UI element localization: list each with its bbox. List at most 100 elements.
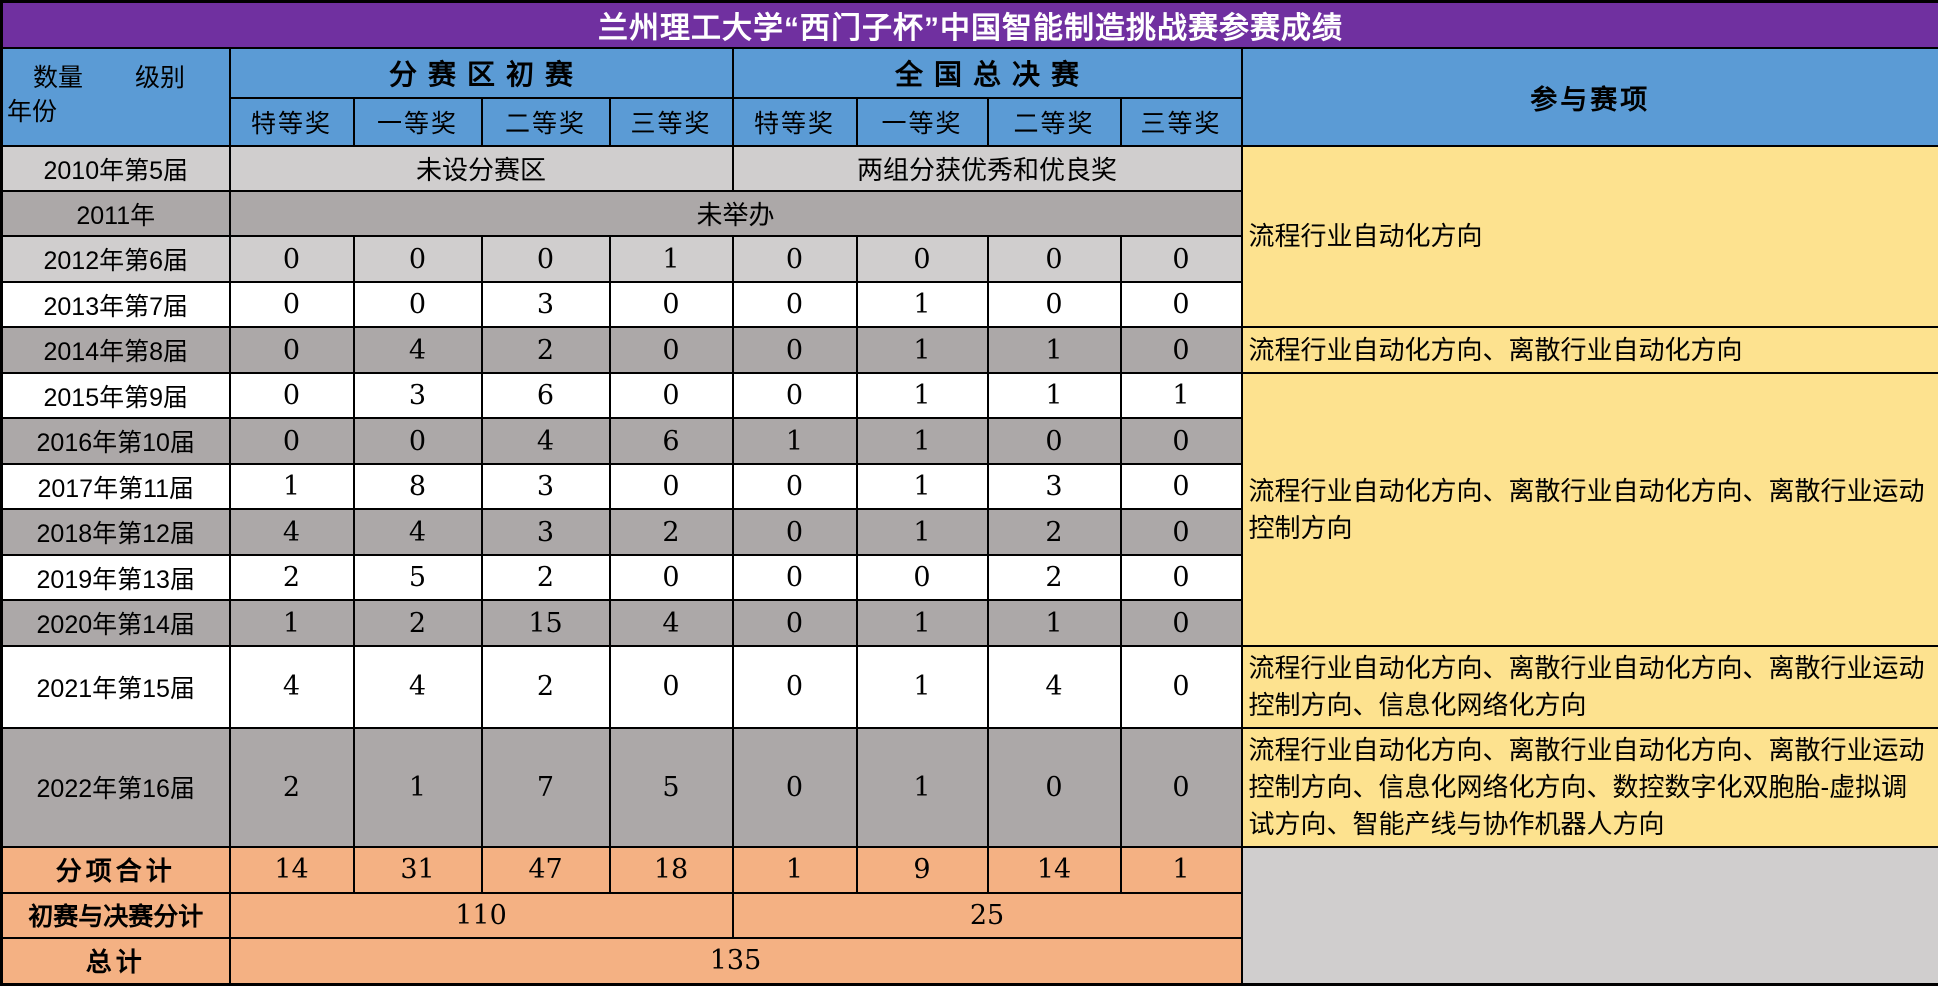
final-total: 25 — [733, 893, 1242, 938]
cell-2012-final-third: 0 — [1121, 236, 1242, 282]
row-year-2014: 2014年第8届 — [2, 327, 230, 373]
cell-2018-prelim-grand: 4 — [230, 509, 354, 555]
total-prelim-second: 47 — [482, 847, 610, 893]
corner-header-top: 数量 级别 — [3, 62, 229, 96]
final-grand-prize-header: 特等奖 — [733, 98, 857, 146]
table-row: 2022年第16届 2 1 7 5 0 1 0 0 流程行业自动化方向、离散行业… — [2, 728, 1938, 847]
cell-2020-prelim-second: 15 — [482, 600, 610, 646]
total-final-grand: 1 — [733, 847, 857, 893]
row-year-2021: 2021年第15届 — [2, 646, 230, 728]
row-year-2010: 2010年第5届 — [2, 146, 230, 191]
cell-2020-prelim-grand: 1 — [230, 600, 354, 646]
cell-2014-final-first: 1 — [857, 327, 988, 373]
final-third-prize-header: 三等奖 — [1121, 98, 1242, 146]
events-2010-2013: 流程行业自动化方向 — [1242, 146, 1938, 327]
cell-2015-prelim-second: 6 — [482, 373, 610, 418]
corner-quantity-label: 数量 — [33, 62, 83, 96]
cell-2016-prelim-second: 4 — [482, 418, 610, 464]
cell-2021-final-second: 4 — [988, 646, 1121, 728]
cell-2018-prelim-third: 2 — [610, 509, 733, 555]
cell-2012-final-first: 0 — [857, 236, 988, 282]
final-note-2010: 两组分获优秀和优良奖 — [733, 146, 1242, 191]
final-first-prize-header: 一等奖 — [857, 98, 988, 146]
total-prelim-third: 18 — [610, 847, 733, 893]
prelim-second-prize-header: 二等奖 — [482, 98, 610, 146]
prelim-third-prize-header: 三等奖 — [610, 98, 733, 146]
cell-2022-final-grand: 0 — [733, 728, 857, 847]
cell-2021-prelim-third: 0 — [610, 646, 733, 728]
cell-2021-final-third: 0 — [1121, 646, 1242, 728]
table-row: 2021年第15届 4 4 2 0 0 1 4 0 流程行业自动化方向、离散行业… — [2, 646, 1938, 728]
cell-2021-final-grand: 0 — [733, 646, 857, 728]
cell-2017-final-first: 1 — [857, 464, 988, 509]
table-row: 2015年第9届 0 3 6 0 0 1 1 1 流程行业自动化方向、离散行业自… — [2, 373, 1938, 418]
cell-2014-prelim-third: 0 — [610, 327, 733, 373]
cell-2017-final-second: 3 — [988, 464, 1121, 509]
events-column-header: 参与赛项 — [1242, 48, 1938, 146]
cell-2019-prelim-first: 5 — [354, 555, 482, 600]
cell-2014-final-second: 1 — [988, 327, 1121, 373]
cell-2018-final-third: 0 — [1121, 509, 1242, 555]
cell-2020-final-first: 1 — [857, 600, 988, 646]
cell-2016-final-grand: 1 — [733, 418, 857, 464]
row-year-2015: 2015年第9届 — [2, 373, 230, 418]
merged-note-2011: 未举办 — [230, 191, 1242, 236]
preliminary-total: 110 — [230, 893, 733, 938]
cell-2015-final-first: 1 — [857, 373, 988, 418]
cell-2017-final-grand: 0 — [733, 464, 857, 509]
prelim-note-2010: 未设分赛区 — [230, 146, 733, 191]
cell-2017-final-third: 0 — [1121, 464, 1242, 509]
cell-2020-final-grand: 0 — [733, 600, 857, 646]
cell-2015-prelim-first: 3 — [354, 373, 482, 418]
total-prelim-grand: 14 — [230, 847, 354, 893]
cell-2014-prelim-second: 2 — [482, 327, 610, 373]
cell-2019-final-second: 2 — [988, 555, 1121, 600]
cell-2019-final-first: 0 — [857, 555, 988, 600]
cell-2018-final-second: 2 — [988, 509, 1121, 555]
cell-2019-final-grand: 0 — [733, 555, 857, 600]
cell-2013-final-first: 1 — [857, 282, 988, 327]
grand-total: 135 — [230, 938, 1242, 985]
cell-2018-prelim-first: 4 — [354, 509, 482, 555]
cell-2012-prelim-third: 1 — [610, 236, 733, 282]
stage-total-label: 初赛与决赛分计 — [2, 893, 230, 938]
table-title: 兰州理工大学“西门子杯”中国智能制造挑战赛参赛成绩 — [2, 2, 1938, 49]
corner-year-label: 年份 — [3, 96, 229, 130]
cell-2015-prelim-grand: 0 — [230, 373, 354, 418]
cell-2022-final-first: 1 — [857, 728, 988, 847]
cell-2018-final-first: 1 — [857, 509, 988, 555]
cell-2016-prelim-third: 6 — [610, 418, 733, 464]
cell-2013-prelim-second: 3 — [482, 282, 610, 327]
cell-2016-prelim-first: 0 — [354, 418, 482, 464]
cell-2022-final-third: 0 — [1121, 728, 1242, 847]
cell-2015-final-grand: 0 — [733, 373, 857, 418]
cell-2015-prelim-third: 0 — [610, 373, 733, 418]
events-2015-2020: 流程行业自动化方向、离散行业自动化方向、离散行业运动控制方向 — [1242, 373, 1938, 646]
bottom-right-empty-cell — [1242, 847, 1938, 985]
cell-2013-final-grand: 0 — [733, 282, 857, 327]
cell-2014-prelim-first: 4 — [354, 327, 482, 373]
cell-2014-final-grand: 0 — [733, 327, 857, 373]
events-2021: 流程行业自动化方向、离散行业自动化方向、离散行业运动控制方向、信息化网络化方向 — [1242, 646, 1938, 728]
prelim-first-prize-header: 一等奖 — [354, 98, 482, 146]
total-final-third: 1 — [1121, 847, 1242, 893]
cell-2019-prelim-second: 2 — [482, 555, 610, 600]
row-year-2013: 2013年第7届 — [2, 282, 230, 327]
cell-2012-final-second: 0 — [988, 236, 1121, 282]
cell-2013-final-third: 0 — [1121, 282, 1242, 327]
cell-2012-prelim-second: 0 — [482, 236, 610, 282]
final-second-prize-header: 二等奖 — [988, 98, 1121, 146]
cell-2017-prelim-second: 3 — [482, 464, 610, 509]
row-year-2012: 2012年第6届 — [2, 236, 230, 282]
cell-2021-prelim-first: 4 — [354, 646, 482, 728]
corner-level-label: 级别 — [135, 62, 185, 96]
total-final-first: 9 — [857, 847, 988, 893]
cell-2012-prelim-first: 0 — [354, 236, 482, 282]
cell-2016-prelim-grand: 0 — [230, 418, 354, 464]
cell-2020-prelim-first: 2 — [354, 600, 482, 646]
grand-total-label: 总计 — [2, 938, 230, 985]
table-row: 2010年第5届 未设分赛区 两组分获优秀和优良奖 流程行业自动化方向 — [2, 146, 1938, 191]
cell-2018-prelim-second: 3 — [482, 509, 610, 555]
cell-2022-final-second: 0 — [988, 728, 1121, 847]
